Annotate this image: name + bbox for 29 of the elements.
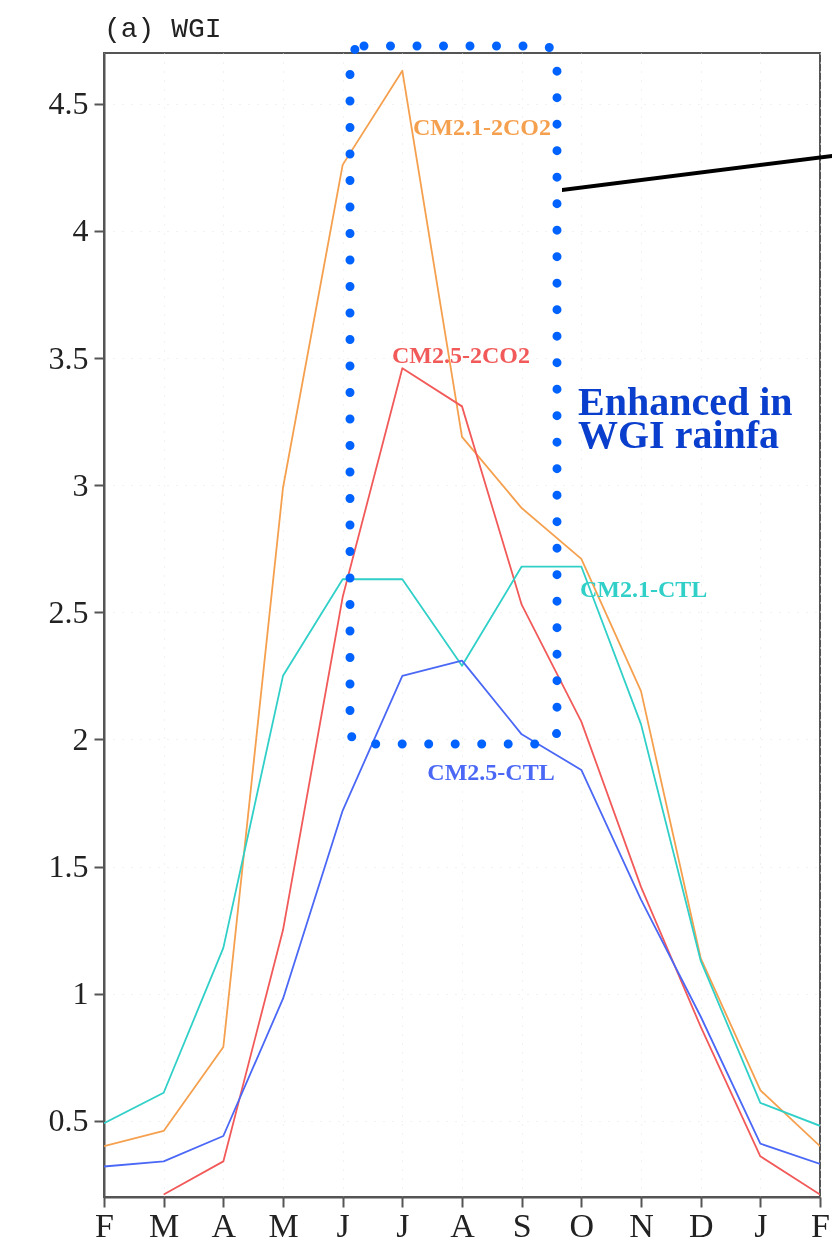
y-tick-label: 4.5 [48,85,89,122]
x-tick-label: A [450,1206,476,1244]
x-tick-label: A [211,1206,237,1244]
x-tick-label: F [811,1206,830,1244]
x-tick-label: S [512,1206,532,1244]
x-tick-label: D [688,1206,714,1244]
x-tick-label: F [95,1206,114,1244]
line-series [104,659,820,1168]
y-tick-label: 1.5 [48,848,89,885]
series-label: CM2.1-2CO2 [413,114,551,140]
y-tick-label: 3 [72,466,89,503]
chart-title: (a) WGI [104,14,222,45]
x-tick-label: J [396,1206,410,1244]
x-tick-label: M [149,1206,180,1244]
line-series [162,367,820,1196]
y-tick-label: 3.5 [48,339,89,376]
x-tick-label: O [569,1206,595,1244]
x-tick-label: J [336,1206,350,1244]
x-tick-label: N [629,1206,654,1244]
y-tick-label: 2.5 [48,593,89,630]
y-tick-label: 4 [72,212,89,249]
x-tick-label: J [754,1206,768,1244]
y-tick-label: 1 [72,975,89,1012]
series-label: CM2.5-CTL [427,759,555,785]
line-series [104,565,820,1127]
line-series [104,69,820,1148]
y-tick-label: 0.5 [48,1102,89,1139]
x-tick-label: M [268,1206,299,1244]
y-tick-label: 2 [72,720,89,757]
